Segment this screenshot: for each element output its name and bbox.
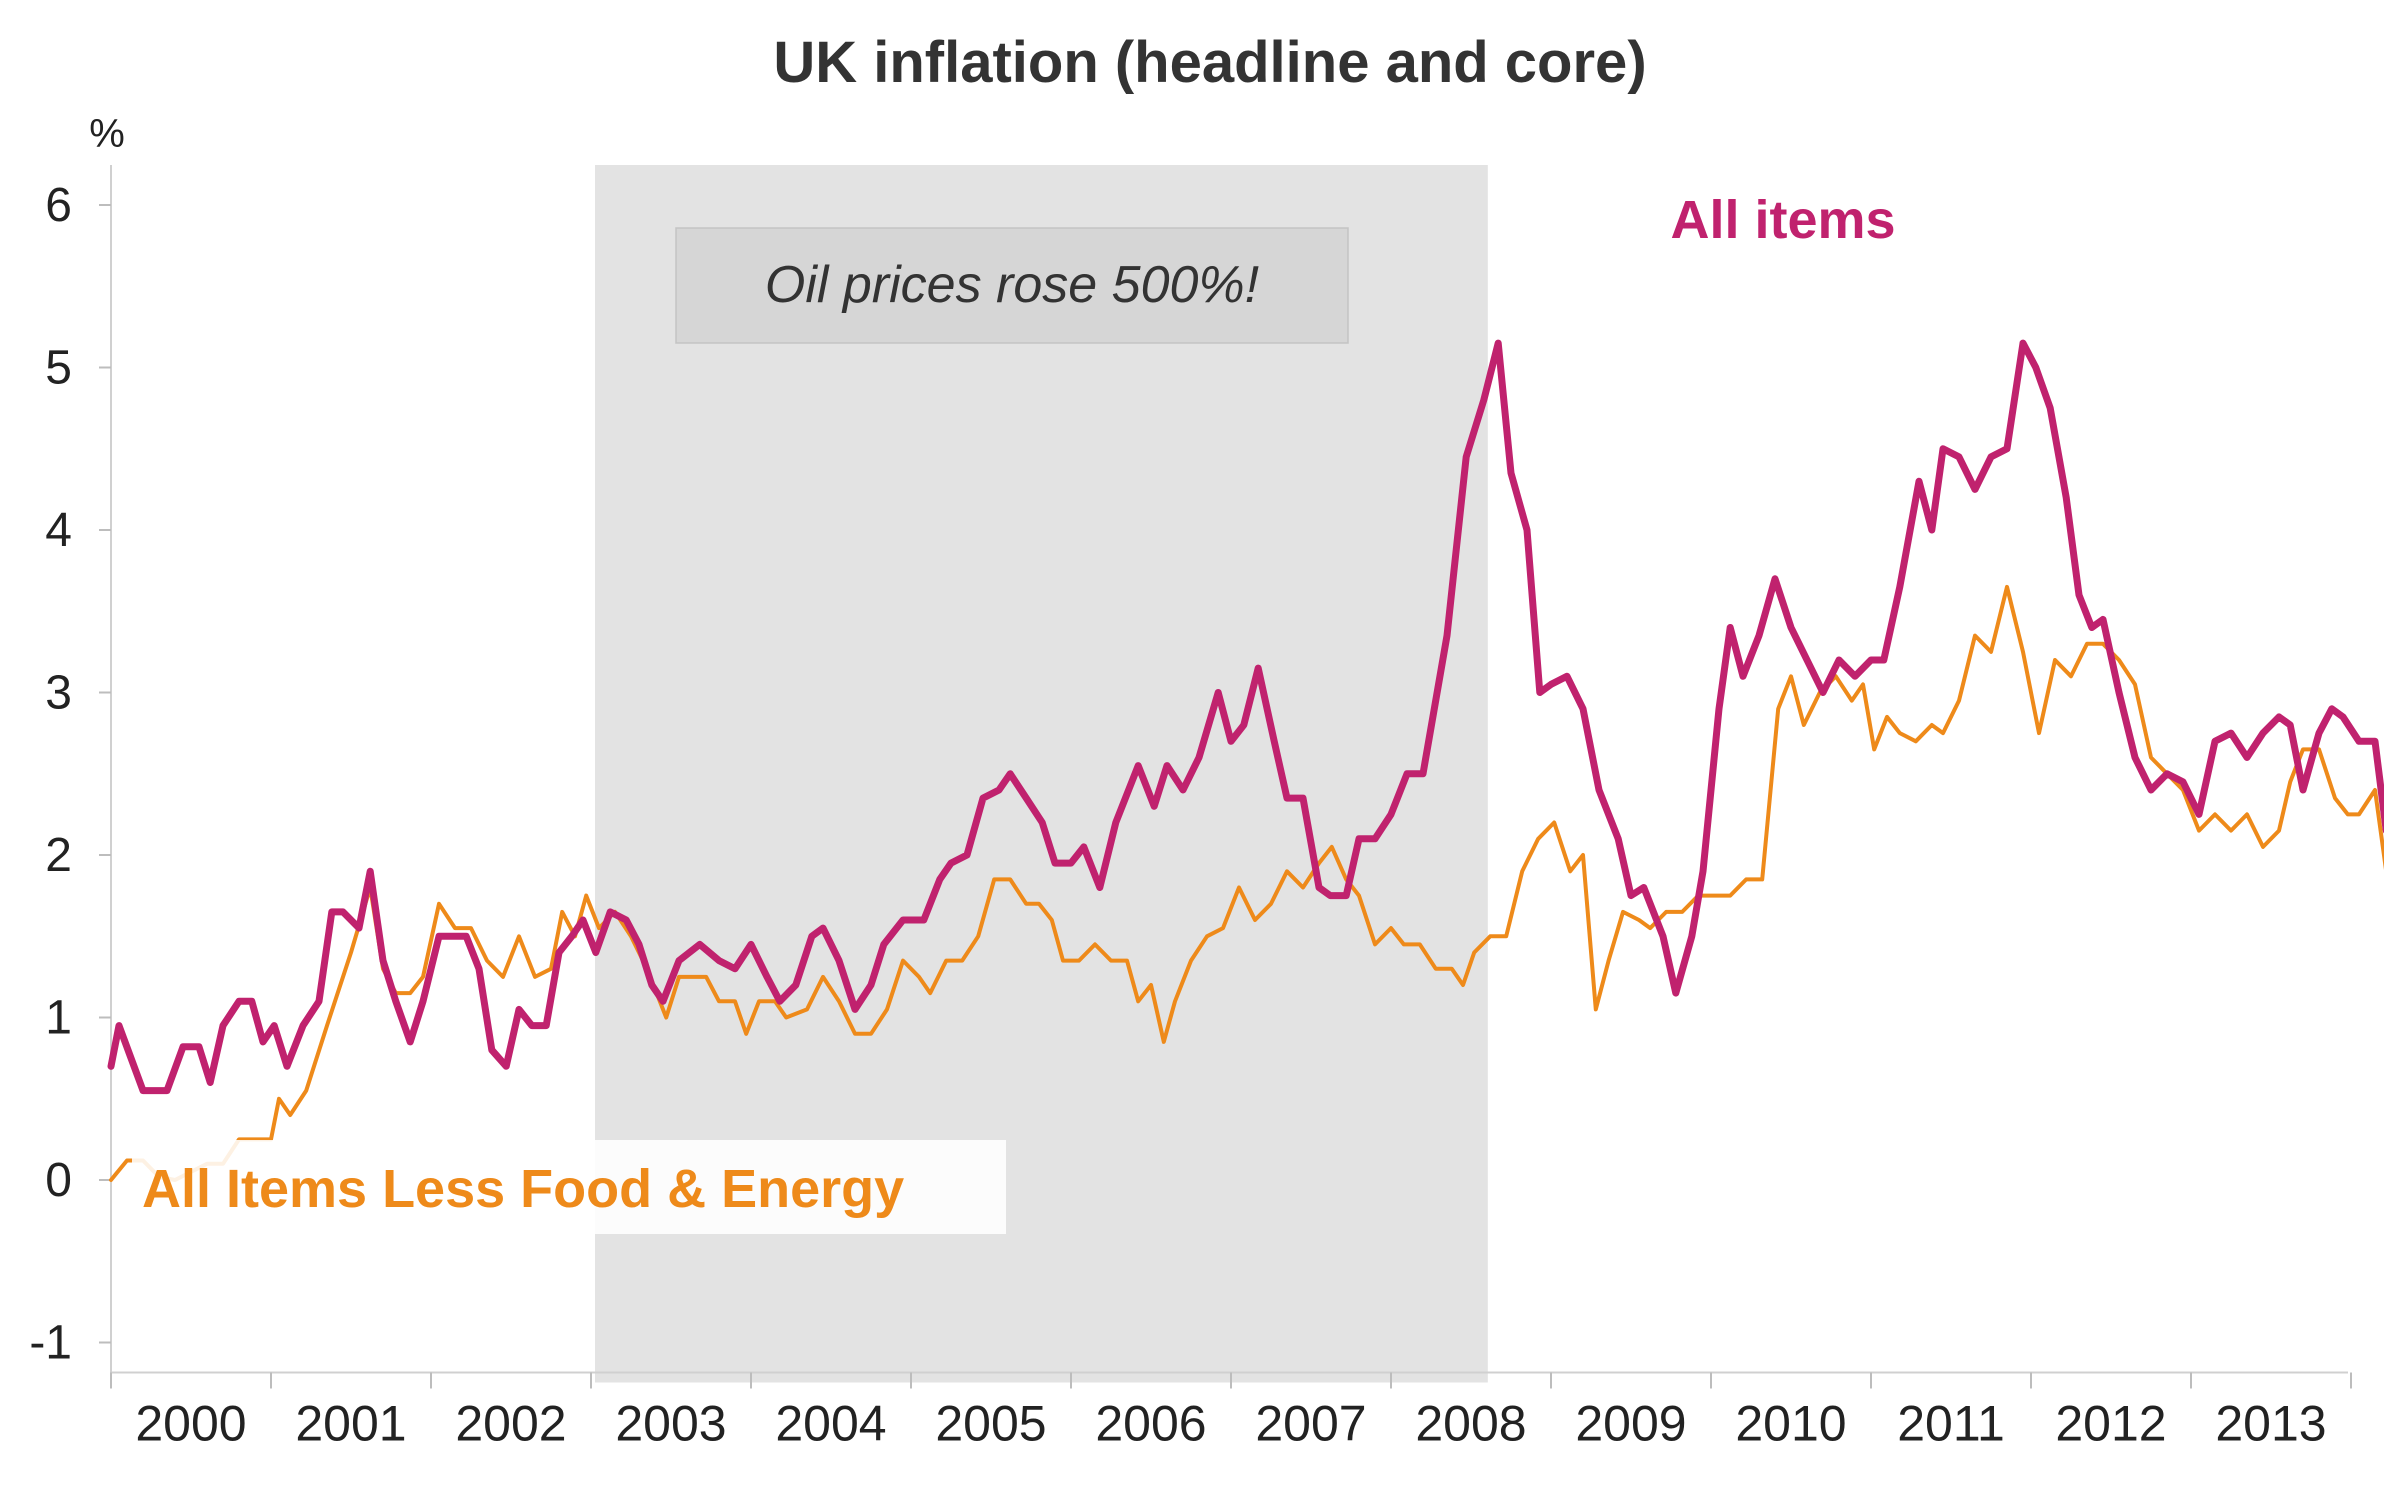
x-tick-label: 2008 [1415, 1396, 1526, 1452]
y-tick-label: 5 [45, 342, 72, 395]
x-tick-label: 2004 [775, 1396, 886, 1452]
x-tick-label: 2011 [1897, 1396, 2005, 1452]
x-tick-label: 2000 [135, 1396, 246, 1452]
y-tick-label: -1 [29, 1317, 72, 1370]
x-tick-label: 2005 [935, 1396, 1046, 1452]
y-axis-unit-label: % [89, 112, 125, 156]
annotation-oil-prices: Oil prices rose 500%! [765, 256, 1259, 314]
x-tick-label: 2003 [615, 1396, 726, 1452]
series-label-core: All Items Less Food & Energy [142, 1159, 904, 1219]
series-label-all-items: All items [1670, 190, 1895, 250]
y-tick-label: 4 [45, 504, 72, 557]
y-tick-label: 3 [45, 667, 72, 720]
y-tick-label: 2 [45, 829, 72, 882]
annotation-box [675, 227, 1349, 344]
x-tick-label: 2009 [1575, 1396, 1686, 1452]
chart-title: UK inflation (headline and core) [773, 30, 1646, 95]
x-tick-label: 2013 [2215, 1396, 2326, 1452]
x-tick-label: 2002 [455, 1396, 566, 1452]
x-tick-label: 2012 [2055, 1396, 2166, 1452]
x-tick-label: 2001 [295, 1396, 406, 1452]
series-line-all-items [107, 339, 2384, 1095]
x-tick-label: 2007 [1255, 1396, 1366, 1452]
core-label-background [132, 1140, 1006, 1234]
y-tick-label: 0 [45, 1154, 72, 1207]
y-tick-label: 6 [45, 179, 72, 232]
x-tick-label: 2010 [1735, 1396, 1846, 1452]
y-tick-label: 1 [45, 992, 72, 1045]
x-tick-label: 2006 [1095, 1396, 1206, 1452]
